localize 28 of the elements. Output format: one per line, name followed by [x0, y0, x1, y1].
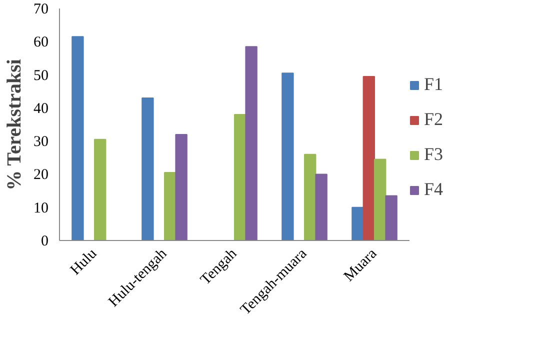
legend-label: F3: [424, 144, 444, 165]
y-tick-label: 20: [34, 167, 48, 184]
legend-label: F2: [424, 109, 444, 130]
bar: [142, 97, 154, 240]
legend-label: F1: [424, 74, 444, 95]
y-tick-label: 50: [34, 68, 48, 84]
y-tick-label: 30: [34, 134, 48, 150]
bar: [175, 134, 188, 240]
y-tick-label: 0: [41, 234, 48, 250]
x-tick-label: Hulu: [68, 245, 101, 278]
bar: [234, 114, 246, 240]
bar: [385, 195, 398, 240]
bar: [315, 174, 328, 240]
bar: [94, 138, 106, 240]
y-axis-title: % Terekstraksi: [4, 58, 26, 190]
bar: [374, 158, 386, 240]
bar: [72, 36, 84, 240]
legend-label: F4: [424, 179, 444, 200]
bar: [304, 154, 316, 240]
bar: [164, 172, 176, 240]
bar: [352, 206, 364, 240]
y-tick-label: 40: [34, 100, 48, 117]
y-tick-label: 10: [34, 200, 48, 216]
bar: [245, 46, 258, 240]
y-tick-label: 60: [34, 34, 48, 51]
bar: [282, 72, 294, 240]
bar: [362, 76, 375, 240]
y-tick-label: 70: [34, 2, 48, 18]
